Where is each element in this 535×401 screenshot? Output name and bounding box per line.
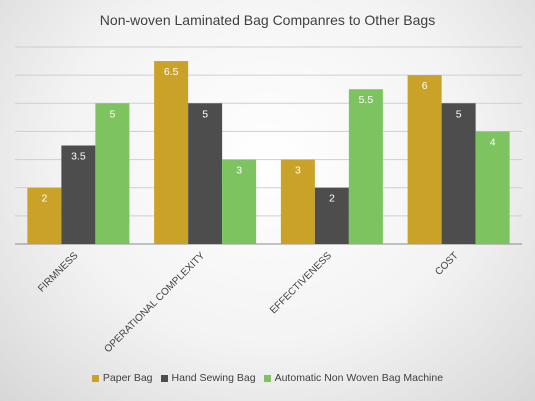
bar	[280, 159, 315, 244]
legend-item: Automatic Non Woven Bag Machine	[263, 372, 444, 384]
x-tick-label: OPERATIONAL COMPLEXITY	[102, 250, 207, 355]
data-label: 2	[41, 193, 47, 205]
legend-item: Paper Bag	[91, 372, 153, 384]
bar	[95, 103, 130, 245]
bar	[27, 187, 62, 244]
data-label: 4	[490, 136, 496, 148]
legend-label: Paper Bag	[102, 372, 153, 384]
legend-label: Hand Sewing Bag	[171, 372, 256, 384]
bar	[222, 159, 257, 244]
data-label: 5.5	[359, 94, 374, 106]
bar	[188, 103, 223, 245]
data-label: 3	[236, 165, 242, 177]
legend-item: Hand Sewing Bag	[160, 372, 256, 384]
legend-swatch	[263, 374, 271, 382]
data-label: 5	[109, 108, 115, 120]
data-label: 6.5	[164, 66, 179, 78]
x-tick-label: FIRMNESS	[36, 250, 81, 295]
bar	[314, 187, 349, 244]
bar	[61, 145, 96, 244]
data-label: 2	[329, 193, 335, 205]
bar	[348, 89, 383, 244]
legend: Paper Bag Hand Sewing Bag Automatic Non Wo…	[0, 372, 535, 384]
bar	[441, 103, 476, 245]
data-label: 3	[295, 165, 301, 177]
x-tick-label: EFFECTIVENESS	[268, 250, 334, 316]
bar	[475, 131, 510, 244]
chart-title: Non-woven Laminated Bag Companres to Oth…	[99, 12, 436, 28]
x-tick-label: COST	[433, 250, 460, 277]
legend-swatch	[91, 374, 99, 382]
data-label: 5	[202, 108, 208, 120]
data-label: 3.5	[71, 151, 86, 163]
data-label: 5	[456, 108, 462, 120]
bar	[154, 61, 189, 245]
legend-label: Automatic Non Woven Bag Machine	[274, 372, 444, 384]
data-label: 6	[422, 80, 428, 92]
bar	[407, 75, 442, 245]
legend-swatch	[160, 374, 168, 382]
